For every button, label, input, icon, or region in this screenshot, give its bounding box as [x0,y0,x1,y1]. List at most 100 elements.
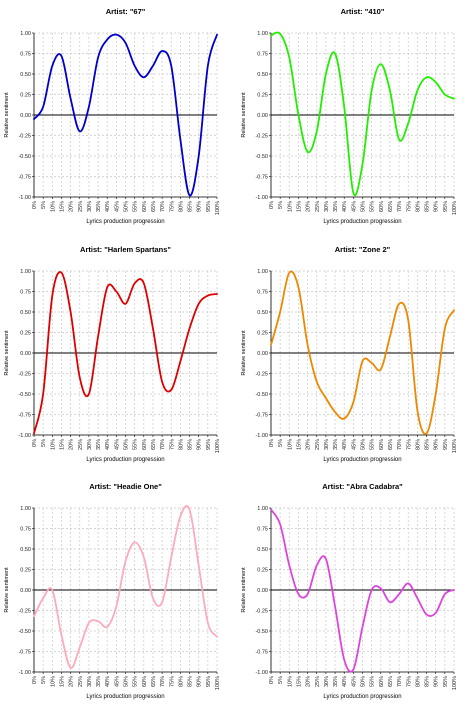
x-tick-label: 5% [278,676,284,684]
x-tick-label: 100% [215,439,221,453]
y-axis-label: Relative sentiment [4,92,10,138]
x-tick-label: 95% [443,439,449,450]
y-axis-label: Relative sentiment [241,92,247,138]
y-tick-label: -0.25 [18,134,31,140]
x-tick-label: 5% [278,201,284,209]
x-tick-label: 20% [69,201,75,212]
y-tick-label: 0.00 [257,351,268,357]
x-tick-label: 50% [124,676,130,687]
x-tick-label: 50% [124,201,130,212]
x-tick-label: 100% [215,676,221,690]
x-axis-label: Lyrics production progression [323,219,401,225]
x-tick-label: 65% [151,201,157,212]
x-tick-label: 70% [160,201,166,212]
x-tick-label: 55% [133,201,139,212]
y-tick-label: -0.25 [255,372,268,378]
y-tick-label: 0.75 [257,527,268,533]
x-axis-label: Lyrics production progression [86,694,164,700]
x-tick-label: 50% [361,439,367,450]
y-tick-label: 0.25 [20,93,31,99]
y-tick-label: 0.50 [257,72,268,78]
x-tick-label: 85% [425,201,431,212]
y-tick-label: -0.50 [255,392,268,398]
x-tick-label: 25% [78,201,84,212]
x-tick-label: 0% [269,676,275,684]
x-tick-label: 25% [315,201,321,212]
y-tick-label: 0.00 [257,113,268,119]
x-tick-label: 30% [87,439,93,450]
x-tick-label: 5% [41,439,47,447]
y-tick-label: -0.75 [18,650,31,656]
y-tick-label: 1.00 [257,506,268,512]
x-tick-label: 65% [151,439,157,450]
y-tick-label: -0.25 [18,609,31,615]
y-tick-label: -1.00 [18,195,31,201]
x-tick-label: 85% [188,676,194,687]
x-tick-label: 60% [142,439,148,450]
x-tick-label: 75% [169,201,175,212]
x-tick-label: 90% [197,676,203,687]
x-tick-label: 80% [415,439,421,450]
y-axis-label: Relative sentiment [241,567,247,613]
y-axis-label: Relative sentiment [4,330,10,376]
y-tick-label: -0.75 [18,413,31,419]
x-tick-label: 100% [215,201,221,215]
x-tick-label: 0% [32,201,38,209]
x-tick-label: 65% [151,676,157,687]
y-tick-label: 0.25 [257,331,268,337]
x-tick-label: 20% [306,201,312,212]
y-tick-label: -1.00 [255,195,268,201]
y-tick-label: 0.75 [20,52,31,58]
x-axis-label: Lyrics production progression [86,457,164,463]
x-tick-label: 0% [269,201,275,209]
x-tick-label: 15% [59,676,65,687]
chart-title: Artist: "Zone 2" [335,245,391,254]
series-line [33,505,218,669]
x-tick-label: 65% [388,676,394,687]
x-tick-label: 70% [397,201,403,212]
y-tick-label: 0.50 [257,310,268,316]
y-tick-label: -1.00 [255,433,268,439]
y-tick-label: -0.75 [255,175,268,181]
y-tick-label: -0.25 [255,134,268,140]
x-tick-label: 25% [315,439,321,450]
chart-panel-6: Artist: "Abra Cadabra" 1.00 0.75 0.50 0.25 0.… [241,482,458,700]
x-tick-label: 35% [333,676,339,687]
x-tick-label: 60% [142,201,148,212]
x-tick-label: 10% [287,439,293,450]
x-tick-label: 40% [105,676,111,687]
x-tick-label: 80% [178,676,184,687]
x-tick-label: 45% [114,676,120,687]
y-tick-label: 0.00 [257,588,268,594]
y-tick-label: 1.00 [257,31,268,37]
x-tick-label: 10% [50,676,56,687]
x-tick-label: 30% [87,676,93,687]
x-tick-label: 75% [406,676,412,687]
x-tick-label: 55% [133,676,139,687]
series-line [270,508,455,673]
x-tick-label: 40% [342,439,348,450]
x-tick-label: 25% [78,439,84,450]
x-tick-label: 30% [324,676,330,687]
x-tick-label: 80% [178,439,184,450]
x-tick-label: 55% [133,439,139,450]
chart-panel-4: Artist: "Zone 2" 1.00 0.75 0.50 0.25 0.00 -0.2… [241,245,458,463]
y-tick-label: -0.50 [255,629,268,635]
x-tick-label: 0% [269,439,275,447]
x-tick-label: 90% [434,439,440,450]
y-tick-label: 0.25 [20,568,31,574]
x-tick-label: 35% [96,201,102,212]
x-tick-label: 45% [114,439,120,450]
y-tick-label: -0.75 [255,650,268,656]
x-tick-label: 85% [188,439,194,450]
chart-title: Artist: "67" [106,7,146,16]
y-tick-label: 1.00 [20,31,31,37]
series-line [270,270,455,435]
x-tick-label: 95% [206,439,212,450]
y-tick-label: 0.75 [20,527,31,533]
x-tick-label: 55% [370,676,376,687]
x-tick-label: 35% [333,201,339,212]
x-tick-label: 10% [50,439,56,450]
x-tick-label: 85% [425,439,431,450]
